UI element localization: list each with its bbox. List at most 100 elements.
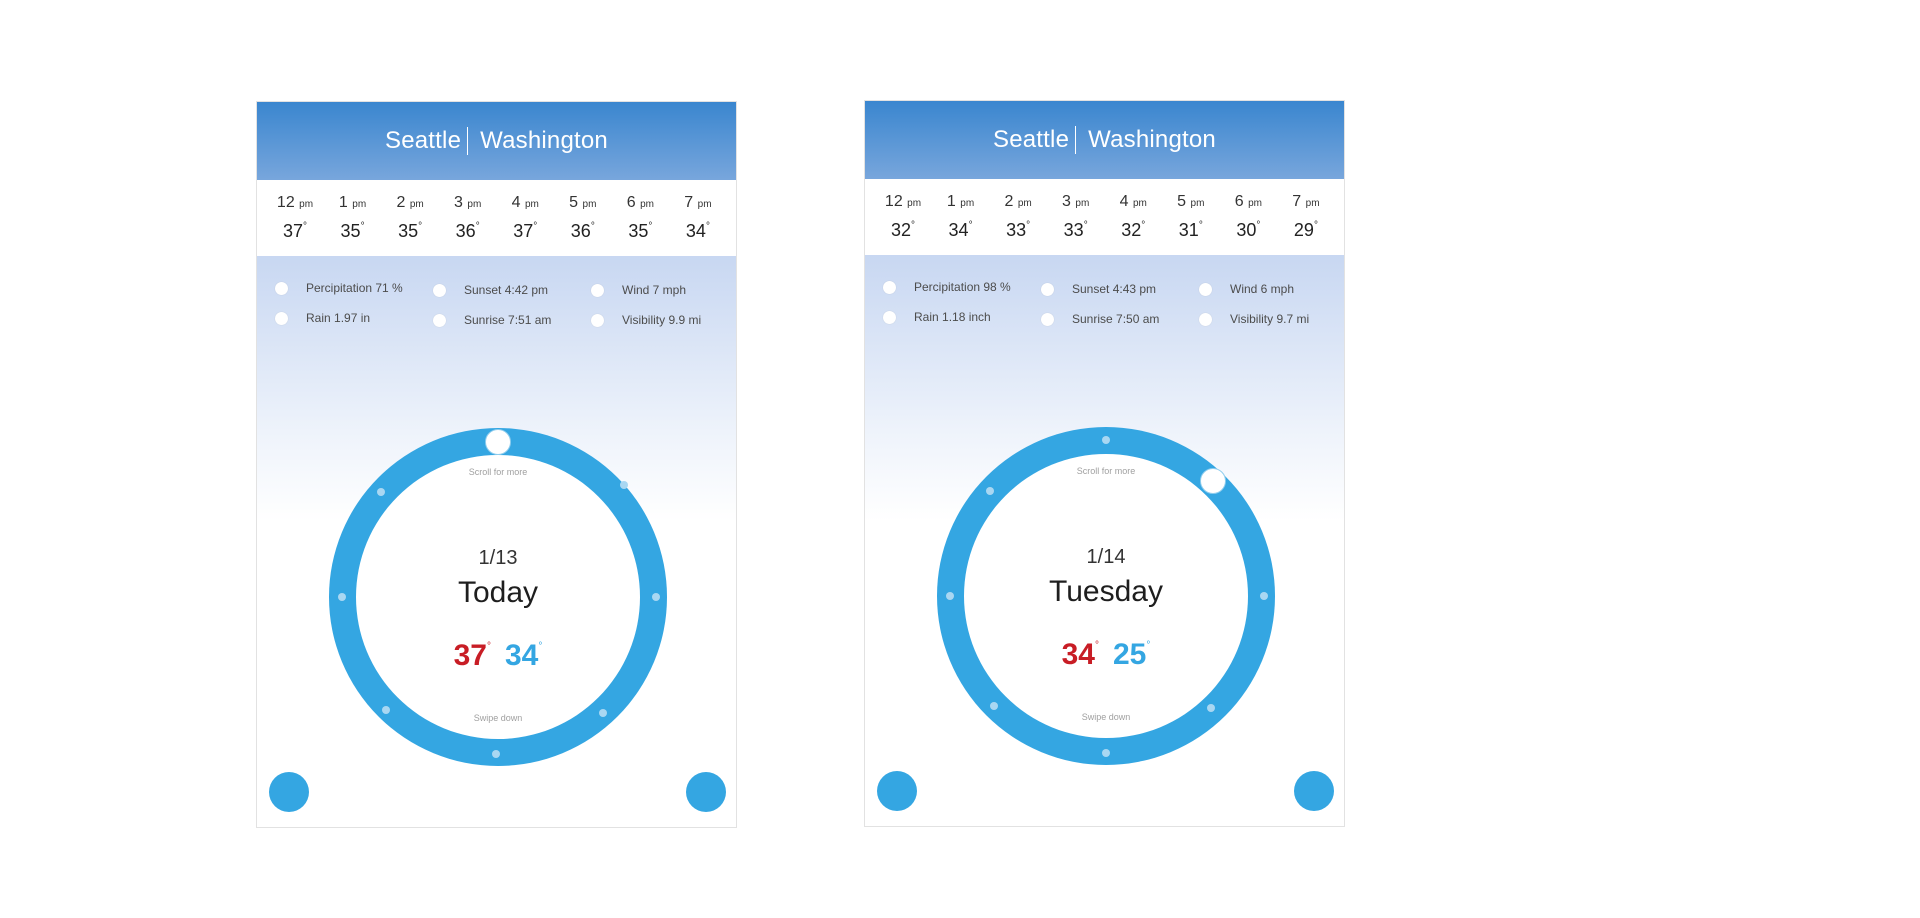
hourly-forecast[interactable]: 12 pm 32° 1 pm 34° 2 pm 33° 3 pm 33° 4 pm 32°… <box>865 179 1344 255</box>
hour-suffix: pm <box>1190 198 1205 209</box>
precipitation-detail: Percipitation 71 % <box>275 281 403 295</box>
degree-symbol: ° <box>968 220 973 231</box>
hour-temp: 29 <box>1293 220 1314 240</box>
degree-symbol: ° <box>475 221 480 232</box>
hour-temp: 37 <box>513 221 534 241</box>
hour-item[interactable]: 2 pm 33° <box>992 179 1044 255</box>
hour-label: 1 <box>338 194 348 211</box>
dial-center: Scroll for more 1/13 Today 37° 34° Swipe … <box>356 455 640 739</box>
hour-temp: 37 <box>282 221 304 241</box>
dial-tick[interactable] <box>599 709 607 717</box>
dial-tick[interactable] <box>1207 704 1215 712</box>
degree-symbol: ° <box>487 641 491 652</box>
state-label: Washington <box>1088 126 1216 153</box>
day-dial[interactable]: Scroll for more 1/14 Tuesday 34° 25° Swip… <box>937 427 1275 765</box>
hourly-forecast[interactable]: 12 pm 37° 1 pm 35° 2 pm 35° 3 pm 36° 4 pm 37°… <box>257 180 736 256</box>
hour-item[interactable]: 1 pm 34° <box>935 179 987 255</box>
bullet-icon <box>433 313 446 327</box>
degree-symbol: ° <box>303 221 308 232</box>
hour-suffix: pm <box>409 199 424 210</box>
degree-symbol: ° <box>590 221 595 232</box>
hour-item[interactable]: 6 pm 35° <box>614 180 666 256</box>
dial-tick[interactable] <box>1260 592 1268 600</box>
dial-tick[interactable] <box>990 702 998 710</box>
dial-tick[interactable] <box>382 706 390 714</box>
dial-tick[interactable] <box>652 593 660 601</box>
hour-temp: 36 <box>455 221 476 241</box>
degree-symbol: ° <box>705 221 710 232</box>
hour-item[interactable]: 6 pm 30° <box>1222 179 1274 255</box>
hour-item[interactable]: 7 pm 29° <box>1280 179 1332 255</box>
hour-label: 7 <box>1292 193 1302 210</box>
hour-label: 5 <box>1177 193 1187 210</box>
scroll-hint: Scroll for more <box>1076 466 1136 476</box>
hour-item[interactable]: 3 pm 36° <box>442 180 494 256</box>
swipe-hint: Swipe down <box>473 713 523 723</box>
right-action-button[interactable] <box>686 772 726 812</box>
weather-card-today: Seattle Washington 12 pm 37° 1 pm 35° 2 pm… <box>256 101 737 828</box>
hour-label: 3 <box>454 194 463 211</box>
sunrise-detail: Sunrise 7:50 am <box>1041 312 1159 326</box>
hour-suffix: pm <box>1248 198 1262 209</box>
hour-label: 1 <box>946 193 956 210</box>
hour-label: 5 <box>569 194 579 211</box>
dial-selector-knob[interactable] <box>485 429 511 455</box>
hour-suffix: pm <box>524 199 539 210</box>
hour-item[interactable]: 5 pm 36° <box>557 180 609 256</box>
header-divider <box>1075 126 1077 154</box>
hour-label: 2 <box>396 194 406 211</box>
wind-detail: Wind 7 mph <box>591 283 686 297</box>
hour-item[interactable]: 4 pm 32° <box>1107 179 1159 255</box>
location-header: Seattle Washington <box>865 101 1344 179</box>
wind-label: Wind 6 mph <box>1230 282 1295 296</box>
sunset-detail: Sunset 4:42 pm <box>433 283 548 297</box>
left-action-button[interactable] <box>269 772 309 812</box>
high-temp-value: 34 <box>1061 638 1095 671</box>
header-divider <box>467 127 469 155</box>
hour-suffix: pm <box>1132 198 1147 209</box>
left-action-button[interactable] <box>877 771 917 811</box>
hour-temp: 32 <box>1121 220 1142 240</box>
hour-label: 7 <box>684 194 694 211</box>
hour-label: 6 <box>1234 193 1244 210</box>
hour-item[interactable]: 12 pm 32° <box>877 179 929 255</box>
rain-detail: Rain 1.97 in <box>275 311 370 325</box>
hour-label: 2 <box>1004 193 1014 210</box>
hour-item[interactable]: 2 pm 35° <box>384 180 436 256</box>
hour-item[interactable]: 4 pm 37° <box>499 180 551 256</box>
hour-suffix: pm <box>352 199 367 210</box>
dial-tick[interactable] <box>986 487 994 495</box>
degree-symbol: ° <box>1313 220 1318 231</box>
dial-tick[interactable] <box>1102 436 1110 444</box>
hour-item[interactable]: 7 pm 34° <box>672 180 724 256</box>
hour-suffix: pm <box>1017 198 1032 209</box>
degree-symbol: ° <box>1146 640 1151 651</box>
degree-symbol: ° <box>1095 640 1099 651</box>
dial-tick[interactable] <box>946 592 954 600</box>
bullet-icon <box>1041 282 1054 296</box>
bullet-icon <box>433 283 446 297</box>
right-action-button[interactable] <box>1294 771 1334 811</box>
city-label: Seattle <box>385 127 462 154</box>
day-dial[interactable]: Scroll for more 1/13 Today 37° 34° Swipe … <box>329 428 667 766</box>
hour-temp: 33 <box>1063 220 1084 240</box>
low-temp: 34° <box>505 639 542 672</box>
dial-tick[interactable] <box>1102 749 1110 757</box>
bullet-icon <box>883 310 896 324</box>
dial-tick[interactable] <box>620 481 628 489</box>
hour-item[interactable]: 1 pm 35° <box>327 180 379 256</box>
dial-tick[interactable] <box>492 750 500 758</box>
dial-temps: 34° 25° <box>964 638 1248 672</box>
hour-item[interactable]: 12 pm 37° <box>269 180 321 256</box>
hour-item[interactable]: 3 pm 33° <box>1050 179 1102 255</box>
dial-day: Tuesday <box>1049 575 1163 608</box>
low-temp: 25° <box>1113 638 1150 671</box>
precipitation-label: Percipitation 98 % <box>914 280 1011 294</box>
hour-item[interactable]: 5 pm 31° <box>1165 179 1217 255</box>
dial-selector-knob[interactable] <box>1200 468 1226 494</box>
hour-suffix: pm <box>640 199 654 210</box>
hour-label: 4 <box>511 194 521 211</box>
dial-tick[interactable] <box>338 593 346 601</box>
hour-temp: 36 <box>570 221 591 241</box>
dial-tick[interactable] <box>377 488 385 496</box>
